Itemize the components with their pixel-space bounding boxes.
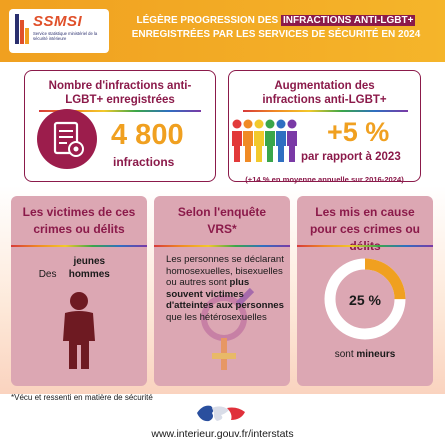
panel-victims-title: Les victimes de ces crimes ou délits [22,205,136,236]
logo-mark-icon [15,14,29,44]
survey-text-end: que les hétérosexuelles [166,311,267,323]
minors-donut-chart [324,258,406,340]
rainbow-divider [243,110,408,112]
person-body [265,131,275,162]
person-head [287,119,297,129]
victims-text-prefix: Des [38,269,57,280]
victims-text-bold: jeunes hommes [68,256,110,280]
donut-label: 25 % [349,292,381,308]
card-increase-title: Augmentation des infractions anti-LGBT+ [262,80,387,106]
title-highlight: infractions anti-LGBT+ [281,15,416,26]
panel-survey-title: Selon l'enquête VRS* [177,205,267,236]
rainbow-divider [297,245,433,247]
ssmsi-logo: SSMSI Service statistique ministériel de… [9,9,109,53]
count-value: 4 800 [111,119,184,151]
survey-text: Les personnes se déclarant homosexuelles… [166,254,286,324]
victims-text: Des jeunes hommes [11,255,147,281]
rainbow-divider [39,110,201,112]
person-body [287,131,297,162]
logo-subtitle: Service statistique ministériel de la sé… [33,31,98,41]
card-count-title: Nombre d'infractions anti-LGBT+ enregist… [48,80,192,106]
panel-suspects-title: Les mis en cause pour ces crimes ou déli… [309,205,421,253]
card-increase: Augmentation des infractions anti-LGBT+ … [228,70,421,184]
header-banner: SSMSI Service statistique ministériel de… [0,0,445,62]
suspects-text-bold: mineurs [356,349,396,360]
title-part2: enregistrées par les services de sécurit… [131,29,421,40]
document-seal-icon [37,109,97,169]
person-body [243,131,253,162]
person-head [254,119,264,129]
footnote: *Vécu et ressenti en matière de sécurité [11,393,153,402]
increase-note: (+14 % en moyenne annuelle sur 2016-2024… [245,175,404,184]
survey-text-bold: plus souvent victimes d'atteintes aux pe… [166,277,284,312]
footer-url[interactable]: www.interieur.gouv.fr/interstats [151,428,294,440]
rainbow-people-icon [232,119,297,162]
suspects-text-prefix: sont [334,349,354,360]
title-part1: Légère progression des [136,15,279,26]
count-unit: infractions [113,155,175,169]
panel-suspects: Les mis en cause pour ces crimes ou déli… [297,196,433,386]
man-silhouette-icon [63,292,95,369]
suspects-text: sont mineurs [297,349,433,360]
gender-symbols-icon [201,287,254,370]
panel-victims: Les victimes de ces crimes ou délits Des… [11,196,147,386]
person-body [276,131,286,162]
card-count: Nombre d'infractions anti-LGBT+ enregist… [24,70,216,182]
person-head [276,119,286,129]
donut-arc [324,258,406,340]
panel-survey: Selon l'enquête VRS* Les personnes se dé… [154,196,290,386]
person-head [243,119,253,129]
rainbow-divider [11,245,147,247]
person-head [265,119,275,129]
page-title: Légère progression des infractions anti-… [112,14,440,42]
logo-title: SSMSI [33,13,83,30]
survey-text-normal: Les personnes se déclarant homosexuelles… [166,254,284,289]
person-body [232,131,242,162]
increase-subtitle: par rapport à 2023 [301,151,401,163]
increase-value: +5 % [327,117,390,147]
marianne-flag-icon [197,405,245,422]
person-head [232,119,242,129]
rainbow-divider [154,245,290,247]
person-body [254,131,264,162]
